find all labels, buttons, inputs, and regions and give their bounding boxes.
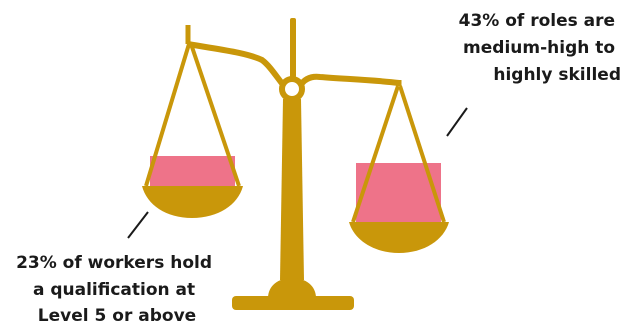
left-annotation-line: 23% of workers hold — [16, 253, 212, 273]
right-annotation-line: highly skilled — [493, 65, 621, 85]
right-pan — [349, 222, 449, 253]
left-annotation-line: Level 5 or above — [38, 306, 196, 325]
right-annotation: 43% of roles are medium-high to highly s… — [459, 11, 621, 85]
left-annotation-line: a qualification at — [33, 280, 195, 300]
scale-frame — [144, 25, 446, 223]
scale-body — [142, 18, 449, 310]
left-pan — [142, 186, 243, 218]
right-annotation-connector — [446, 107, 468, 137]
left-annotation-connector — [127, 211, 149, 239]
right-annotation-line: 43% of roles are — [459, 11, 615, 31]
pivot-ring — [279, 76, 305, 102]
left-pan-fill — [150, 156, 235, 190]
right-annotation-line: medium-high to — [463, 38, 615, 58]
left-annotation: 23% of workers hold a qualification at L… — [16, 253, 218, 325]
